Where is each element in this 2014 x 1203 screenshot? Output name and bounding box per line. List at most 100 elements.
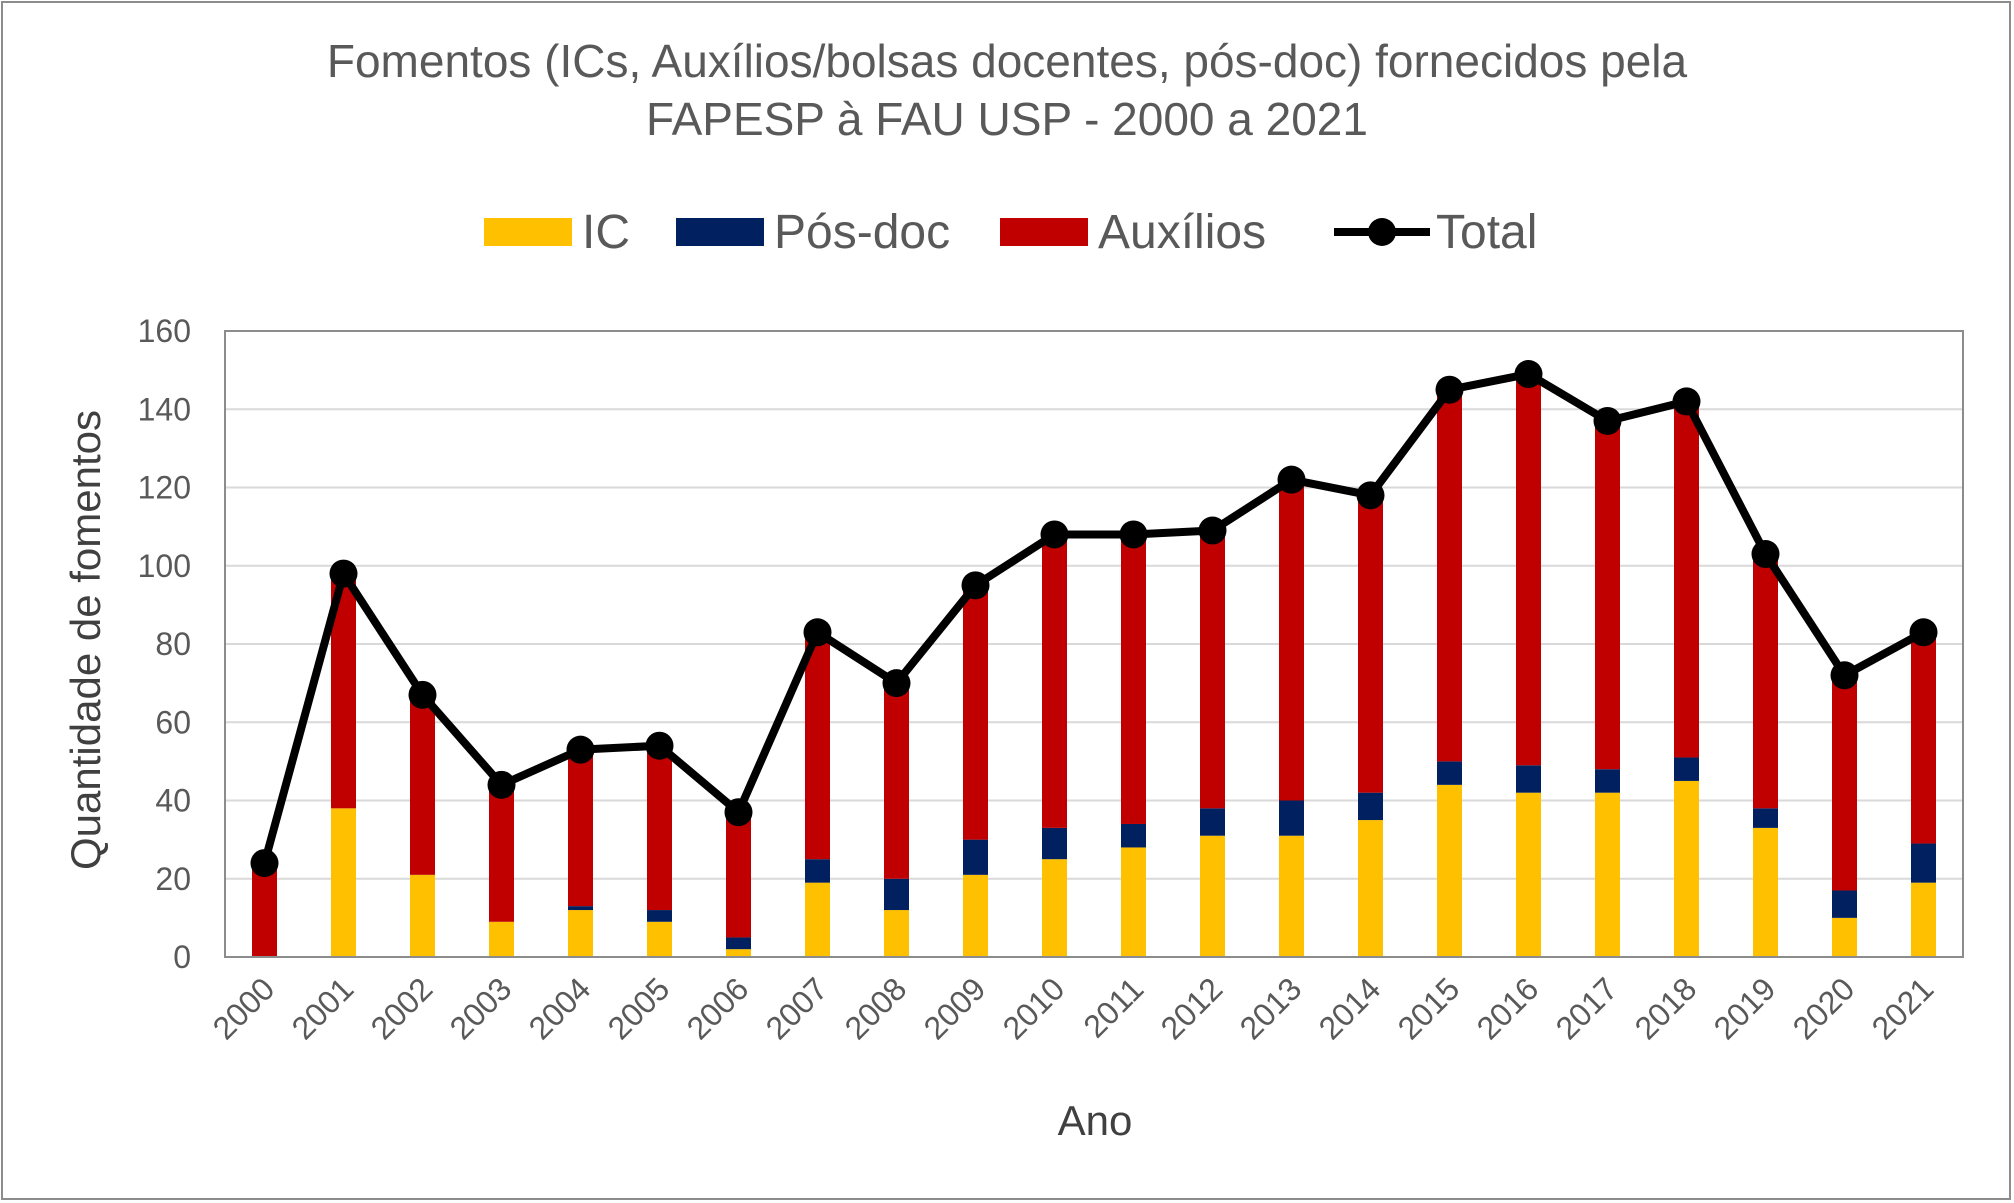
total-marker-2019: [1751, 540, 1780, 569]
legend-item-pos-doc: Pós-doc: [676, 200, 950, 264]
total-line-series: [250, 360, 1938, 878]
bars: [225, 374, 1963, 958]
x-tick-label: 2007: [759, 970, 835, 1046]
bar-pos-doc-2014: [1358, 792, 1383, 821]
chart-title-line-2: FAPESP à FAU USP - 2000 a 2021: [646, 93, 1368, 145]
x-axis-title: Ano: [1058, 1097, 1133, 1144]
y-tick-label: 100: [138, 548, 191, 584]
y-tick-label: 140: [138, 391, 191, 427]
bar-ic-2018: [1674, 780, 1699, 957]
legend-swatch-ic: [484, 218, 572, 246]
legend-swatch-auxilios: [1000, 218, 1088, 246]
bar-auxilios-2013: [1279, 479, 1304, 801]
bar-pos-doc-2016: [1516, 765, 1541, 793]
bar-auxilios-2014: [1358, 495, 1383, 793]
bar-auxilios-2015: [1437, 389, 1462, 762]
x-tick-label: 2010: [996, 970, 1072, 1046]
bar-pos-doc-2017: [1595, 769, 1620, 793]
bar-auxilios-2000: [252, 863, 277, 957]
x-tick-label: 2016: [1470, 970, 1546, 1046]
total-marker-2016: [1514, 360, 1543, 389]
total-line: [260, 370, 1926, 865]
x-tick-label: 2019: [1707, 970, 1783, 1046]
bar-pos-doc-2020: [1832, 890, 1857, 918]
x-tick-label: 2020: [1786, 970, 1862, 1046]
total-marker-2000: [250, 849, 279, 878]
x-tick-label: 2001: [285, 970, 361, 1046]
x-tick-label: 2021: [1865, 970, 1941, 1046]
bar-pos-doc-2009: [963, 839, 988, 875]
bar-ic-2004: [568, 910, 593, 957]
total-marker-2001: [329, 559, 358, 588]
bar-pos-doc-2008: [884, 878, 909, 911]
total-marker-2003: [487, 770, 516, 799]
total-marker-2007: [803, 618, 832, 647]
x-tick-label: 2009: [917, 970, 993, 1046]
x-tick-label: 2011: [1076, 970, 1150, 1044]
y-tick-label: 120: [138, 470, 191, 506]
legend-item-total: Total: [1334, 200, 1537, 264]
legend-label-ic: IC: [582, 205, 630, 259]
legend-swatch-pos-doc: [676, 218, 764, 246]
legend-label-pos-doc: Pós-doc: [774, 205, 951, 259]
total-marker-2006: [724, 798, 753, 827]
y-tick-label: 160: [138, 313, 191, 349]
bar-ic-2011: [1121, 847, 1146, 957]
legend-item-auxilios: Auxílios: [1000, 200, 1266, 264]
bar-ic-2005: [647, 921, 672, 957]
x-axis-ticks: 2000 2001 2002 2003 2004 2005 2006 2007 2008 2009…: [206, 970, 1941, 1046]
x-tick-label: 2017: [1549, 970, 1625, 1046]
chart-title: Fomentos (ICs, Auxílios/bolsas docentes,…: [0, 32, 2014, 148]
bar-ic-2002: [410, 874, 435, 957]
bar-auxilios-2011: [1121, 534, 1146, 824]
bar-ic-2017: [1595, 792, 1620, 957]
bar-auxilios-2006: [726, 812, 751, 938]
y-tick-label: 60: [155, 704, 191, 740]
bar-pos-doc-2007: [805, 859, 830, 883]
bar-ic-2008: [884, 910, 909, 957]
bar-auxilios-2004: [568, 749, 593, 907]
bar-ic-2019: [1753, 827, 1778, 957]
bar-auxilios-2019: [1753, 554, 1778, 809]
bar-auxilios-2021: [1911, 632, 1936, 844]
bar-auxilios-2007: [805, 632, 830, 860]
y-axis-title: Quantidade de fomentos: [62, 410, 109, 870]
bar-ic-2003: [489, 921, 514, 957]
x-tick-label: 2015: [1391, 970, 1467, 1046]
bar-ic-2015: [1437, 784, 1462, 957]
legend-item-ic: IC: [484, 200, 630, 264]
legend: IC Pós-doc Auxílios Total: [0, 200, 2014, 264]
bar-pos-doc-2018: [1674, 757, 1699, 781]
bar-auxilios-2017: [1595, 420, 1620, 770]
bar-ic-2021: [1911, 882, 1936, 957]
bar-auxilios-2003: [489, 784, 514, 922]
total-marker-2008: [882, 669, 911, 698]
bar-pos-doc-2012: [1200, 808, 1225, 836]
bar-pos-doc-2005: [647, 910, 672, 922]
bar-auxilios-2002: [410, 694, 435, 875]
x-tick-label: 2005: [601, 970, 677, 1046]
total-marker-2018: [1672, 387, 1701, 416]
x-tick-label: 2008: [838, 970, 914, 1046]
bar-auxilios-2020: [1832, 675, 1857, 891]
bar-pos-doc-2019: [1753, 808, 1778, 828]
total-marker-2021: [1909, 618, 1938, 647]
bar-pos-doc-2006: [726, 937, 751, 950]
bar-pos-doc-2010: [1042, 827, 1067, 860]
x-tick-label: 2014: [1312, 970, 1388, 1046]
y-tick-label: 20: [155, 861, 191, 897]
bar-auxilios-2012: [1200, 530, 1225, 809]
y-axis-ticks: 0 20 40 60 80 100 120 140 160: [138, 313, 191, 975]
bar-ic-2020: [1832, 917, 1857, 957]
y-tick-label: 40: [155, 783, 191, 819]
gridlines: [224, 330, 1964, 958]
bar-auxilios-2005: [647, 745, 672, 911]
total-marker-2012: [1198, 516, 1227, 545]
total-marker-2005: [645, 731, 674, 760]
y-tick-label: 0: [173, 939, 191, 975]
x-tick-label: 2006: [680, 970, 756, 1046]
total-marker-2017: [1593, 406, 1622, 435]
bar-ic-2014: [1358, 820, 1383, 957]
bar-ic-2007: [805, 882, 830, 957]
